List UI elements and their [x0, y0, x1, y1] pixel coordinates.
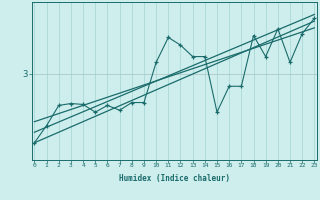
X-axis label: Humidex (Indice chaleur): Humidex (Indice chaleur) [119, 174, 230, 183]
